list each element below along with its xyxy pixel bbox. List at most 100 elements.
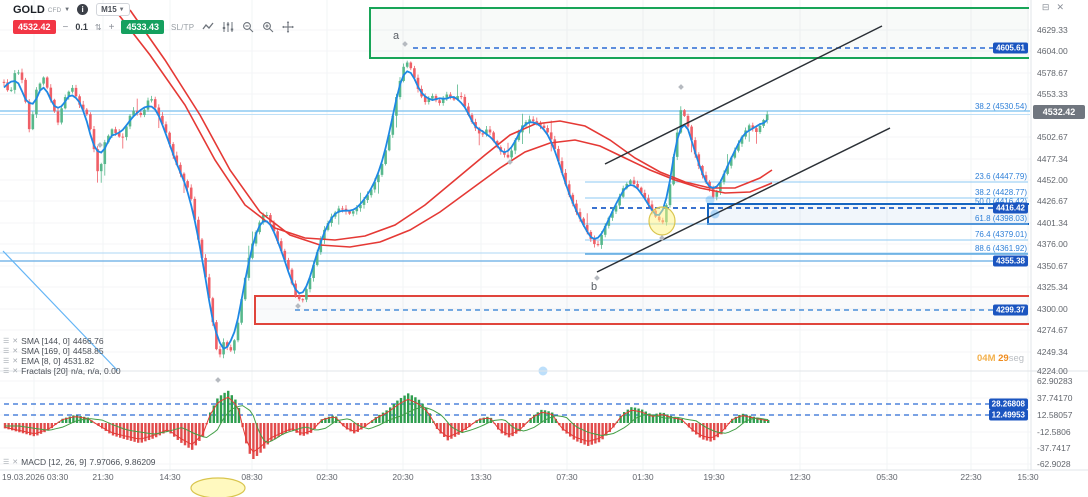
candle [510, 150, 513, 158]
macd-histogram-bar [511, 423, 514, 437]
close-icon[interactable]: ✕ [12, 347, 19, 355]
macd-histogram-bar [475, 420, 478, 423]
candle [193, 198, 197, 220]
volume-value[interactable]: 0.1 [75, 22, 88, 32]
info-icon[interactable]: i [77, 4, 89, 15]
macd-histogram-bar [313, 423, 316, 429]
timeframe-label: M15 [101, 5, 117, 14]
macd-histogram-bar [669, 415, 673, 423]
macd-histogram-bar [630, 407, 633, 423]
chevron-down-icon[interactable]: ▼ [64, 6, 71, 13]
drawing-anchor[interactable] [710, 209, 720, 219]
highlight-price[interactable] [648, 206, 676, 236]
panel-layout-icon[interactable]: ⊟ [1041, 2, 1050, 12]
candle [269, 215, 272, 223]
candle [549, 132, 553, 140]
settings-icon[interactable]: ☰ [3, 337, 10, 345]
macd-legend-row: ☰ ✕ MACD [12, 26, 9] 7.97066, 9.86209 [3, 457, 156, 467]
candle [416, 77, 420, 89]
price-axis-label: 4325.34 [1037, 282, 1068, 292]
close-icon[interactable]: ✕ [12, 367, 19, 375]
candle [225, 342, 229, 348]
macd-histogram-bar [709, 423, 712, 442]
supply-zone-a[interactable] [370, 8, 1029, 58]
candle [679, 110, 683, 133]
crosshair-icon[interactable] [281, 21, 294, 34]
macd-histogram-bar [374, 417, 377, 423]
close-icon[interactable]: ✕ [12, 458, 19, 466]
macd-histogram-bar [608, 423, 611, 432]
candle [582, 218, 585, 226]
macd-histogram-bar [140, 423, 143, 443]
time-axis-label: 02:30 [316, 472, 338, 482]
macd-histogram-bar [68, 416, 71, 423]
close-icon[interactable]: ✕ [12, 357, 19, 365]
channel-lower[interactable] [596, 127, 891, 273]
volume-stepper-icon[interactable]: ⇅ [94, 22, 102, 32]
candle [189, 187, 193, 199]
bid-price-button[interactable]: 4532.42 [13, 20, 56, 34]
macd-histogram-bar [223, 392, 226, 423]
macd-histogram-bar [590, 423, 593, 445]
macd-histogram-bar [122, 423, 125, 439]
candle [449, 94, 452, 99]
indicators-icon[interactable] [221, 21, 234, 34]
candle [427, 98, 431, 103]
candle [153, 99, 157, 108]
legend-row: ☰ ✕ SMA [144, 0] 4466.76 [3, 336, 104, 346]
macd-histogram-bar [673, 416, 676, 423]
macd-histogram-bar [414, 397, 417, 423]
fib-level-label: 61.8 (4398.03) [974, 214, 1027, 223]
macd-histogram-bar [277, 423, 280, 438]
candle [542, 125, 546, 129]
candle [305, 289, 308, 300]
symbol-name[interactable]: GOLD [13, 3, 45, 16]
settings-icon[interactable]: ☰ [3, 367, 10, 375]
zoom-out-icon[interactable] [241, 21, 254, 34]
settings-icon[interactable]: ☰ [3, 458, 10, 466]
supply-zone-a-border[interactable] [369, 7, 1029, 59]
candle [398, 80, 402, 98]
annotation-a[interactable]: a [393, 30, 400, 42]
volume-decrease-button[interactable]: − [62, 21, 69, 33]
price-axis-label: -62.9028 [1037, 459, 1071, 469]
demand-zone-b-border[interactable] [254, 295, 1029, 325]
time-axis-label: 22:30 [960, 472, 982, 482]
candle [693, 140, 697, 155]
channel-upper[interactable] [604, 25, 883, 165]
timeframe-button[interactable]: M15 ▼ [96, 3, 130, 16]
sltp-toggle[interactable]: SL/TP [171, 22, 195, 32]
volume-increase-button[interactable]: + [108, 21, 115, 33]
close-icon[interactable]: ✕ [1056, 2, 1064, 12]
descending-support[interactable] [2, 250, 119, 372]
candle [733, 150, 737, 158]
drawing-anchor[interactable] [705, 195, 715, 205]
candle [164, 124, 168, 133]
candle [182, 173, 186, 182]
macd-histogram-bar [234, 399, 237, 423]
fib50-zone[interactable] [708, 204, 1029, 224]
macd-histogram-bar [504, 423, 507, 436]
settings-icon[interactable]: ☰ [3, 357, 10, 365]
annotation-b[interactable]: b [591, 281, 598, 293]
macd-histogram-bar [97, 423, 100, 426]
candle [254, 232, 258, 244]
settings-icon[interactable]: ☰ [3, 347, 10, 355]
highlight-macd[interactable] [190, 477, 246, 497]
zoom-in-icon[interactable] [261, 21, 274, 34]
ask-price-button[interactable]: 4533.43 [121, 20, 164, 34]
candle [240, 299, 243, 323]
macd-histogram-bar [507, 423, 511, 438]
candle [395, 97, 398, 116]
close-icon[interactable]: ✕ [12, 337, 19, 345]
price-axis-label: 4629.33 [1037, 25, 1068, 35]
fractal-marker [97, 142, 103, 148]
candle [99, 164, 103, 172]
macd-histogram-bar [263, 423, 266, 449]
candle [513, 140, 517, 151]
chart-line-icon[interactable] [201, 21, 214, 34]
time-axis-label: 14:30 [159, 472, 181, 482]
macd-histogram-bar [342, 423, 345, 427]
candle [287, 259, 290, 270]
